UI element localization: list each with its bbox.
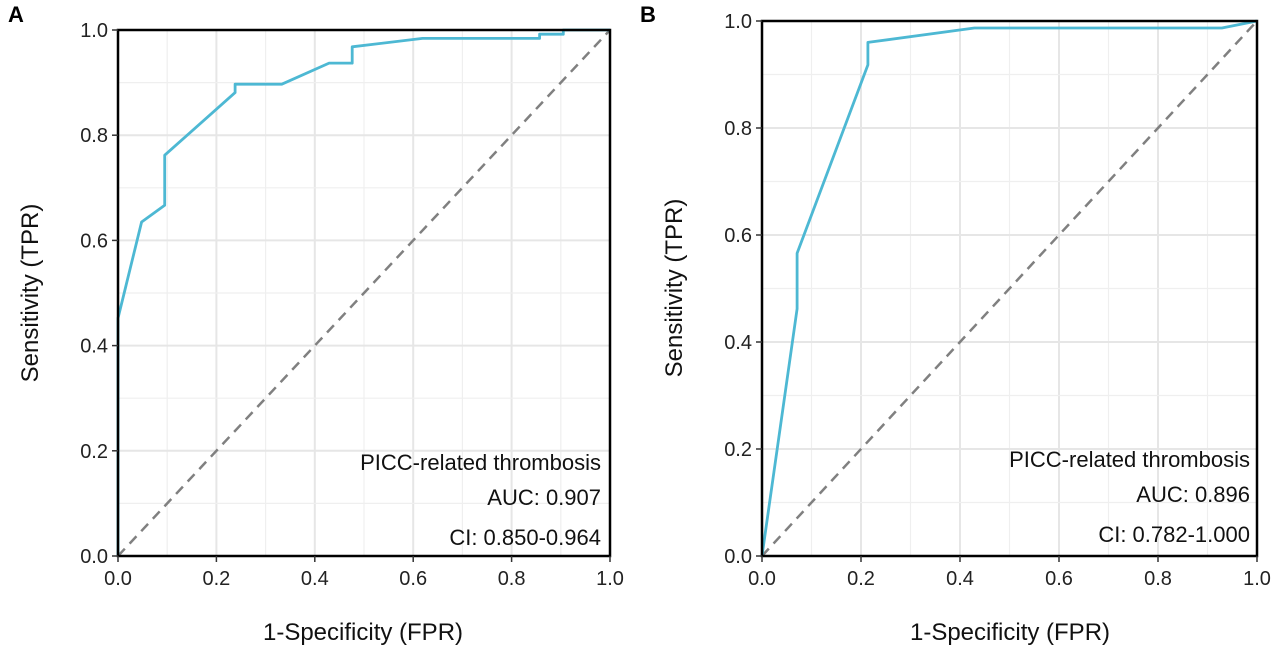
- panel-a-y-tick-label-5: 1.0: [80, 20, 108, 42]
- panel-b-y-tick-label-4: 0.8: [724, 118, 752, 140]
- panel-a-x-tick-label-2: 0.4: [301, 568, 329, 590]
- panel-b-y-tick-label-0: 0.0: [724, 546, 752, 568]
- panel-b-annotation-title: PICC-related thrombosis: [1009, 447, 1250, 472]
- panel-a-annotation-title: PICC-related thrombosis: [360, 450, 601, 475]
- panel-a-frame: [116, 28, 612, 558]
- panel-b-x-ticks: 0.0 0.2 0.4 0.6 0.8 1.0: [748, 556, 1271, 590]
- panel-b-plot-border: [760, 19, 1259, 558]
- panel-a-y-tick-label-4: 0.8: [80, 125, 108, 147]
- panel-a-x-ticks: 0.0 0.2 0.4 0.6 0.8 1.0: [104, 556, 624, 590]
- panel-a-annotation-auc: AUC: 0.907: [487, 485, 601, 510]
- panel-b-roc-curve: [760, 19, 1258, 557]
- panel-b-x-tick-label-4: 0.8: [1144, 568, 1172, 590]
- panel-a-x-tick-label-5: 1.0: [596, 568, 624, 590]
- panel-a-roc-line-0: [116, 28, 610, 556]
- panel-b-y-ticks: 0.0 0.2 0.4 0.6 0.8 1.0: [724, 11, 762, 568]
- panel-b-x-tick-label-0: 0.0: [748, 568, 776, 590]
- panel-a-x-tick-label-1: 0.2: [202, 568, 230, 590]
- panel-b-label: B: [640, 2, 656, 27]
- panel-a-x-tick-label-0: 0.0: [104, 568, 132, 590]
- panel-b-y-tick-label-3: 0.6: [724, 225, 752, 247]
- panel-b-y-tick-label-1: 0.2: [724, 439, 752, 461]
- panel-a-y-tick-label-3: 0.6: [80, 230, 108, 252]
- panel-a-y-tick-label-2: 0.4: [80, 336, 108, 358]
- panel-a-x-tick-label-4: 0.8: [498, 568, 526, 590]
- panel-a-diagonal: [117, 29, 611, 557]
- panel-b-roc-line-0: [760, 19, 1258, 557]
- panel-b-annotation-auc: AUC: 0.896: [1136, 482, 1250, 507]
- panel-a-plot-border: [116, 28, 612, 558]
- panel-a-roc-curve: [116, 28, 610, 556]
- panel-a-y-tick-label-1: 0.2: [80, 441, 108, 463]
- panel-b-x-tick-label-2: 0.4: [946, 568, 974, 590]
- panel-b-x-axis-title: 1-Specificity (FPR): [910, 619, 1110, 646]
- panel-b-x-tick-label-5: 1.0: [1243, 568, 1271, 590]
- panel-b-y-axis-title: Sensitivity (TPR): [661, 199, 688, 378]
- panel-a-y-axis-title: Sensitivity (TPR): [17, 204, 44, 383]
- panel-b-x-tick-label-3: 0.6: [1045, 568, 1073, 590]
- panel-b-annotation-ci: CI: 0.782-1.000: [1098, 522, 1250, 547]
- panel-a-x-tick-label-3: 0.6: [399, 568, 427, 590]
- panel-b-diagonal: [761, 20, 1258, 557]
- panel-b-x-tick-label-1: 0.2: [847, 568, 875, 590]
- panel-b-diagonal-reference-line: [761, 20, 1258, 557]
- panel-b: B 0.0 0.2 0.4 0.6 0.8 1.0 0.00.20.40.60.81.0 …: [640, 2, 1271, 646]
- panel-a-diagonal-reference-line: [117, 29, 611, 557]
- panel-b-frame: [760, 19, 1259, 558]
- panel-a-label: A: [8, 2, 24, 27]
- panel-b-y-tick-label-2: 0.4: [724, 332, 752, 354]
- panel-a-y-tick-label-0: 0.0: [80, 546, 108, 568]
- panel-b-y-tick-label-5: 1.0: [724, 11, 752, 33]
- panel-a-x-axis-title: 1-Specificity (FPR): [263, 619, 463, 646]
- panel-a-y-ticks: 0.0 0.2 0.4 0.6 0.8 1.0: [80, 20, 118, 568]
- panel-a-annotation-ci: CI: 0.850-0.964: [449, 525, 601, 550]
- panel-a: A 0.0 0.2 0.4 0.6 0.8 1.0 0.00.20.40.60.81.0 …: [8, 2, 624, 646]
